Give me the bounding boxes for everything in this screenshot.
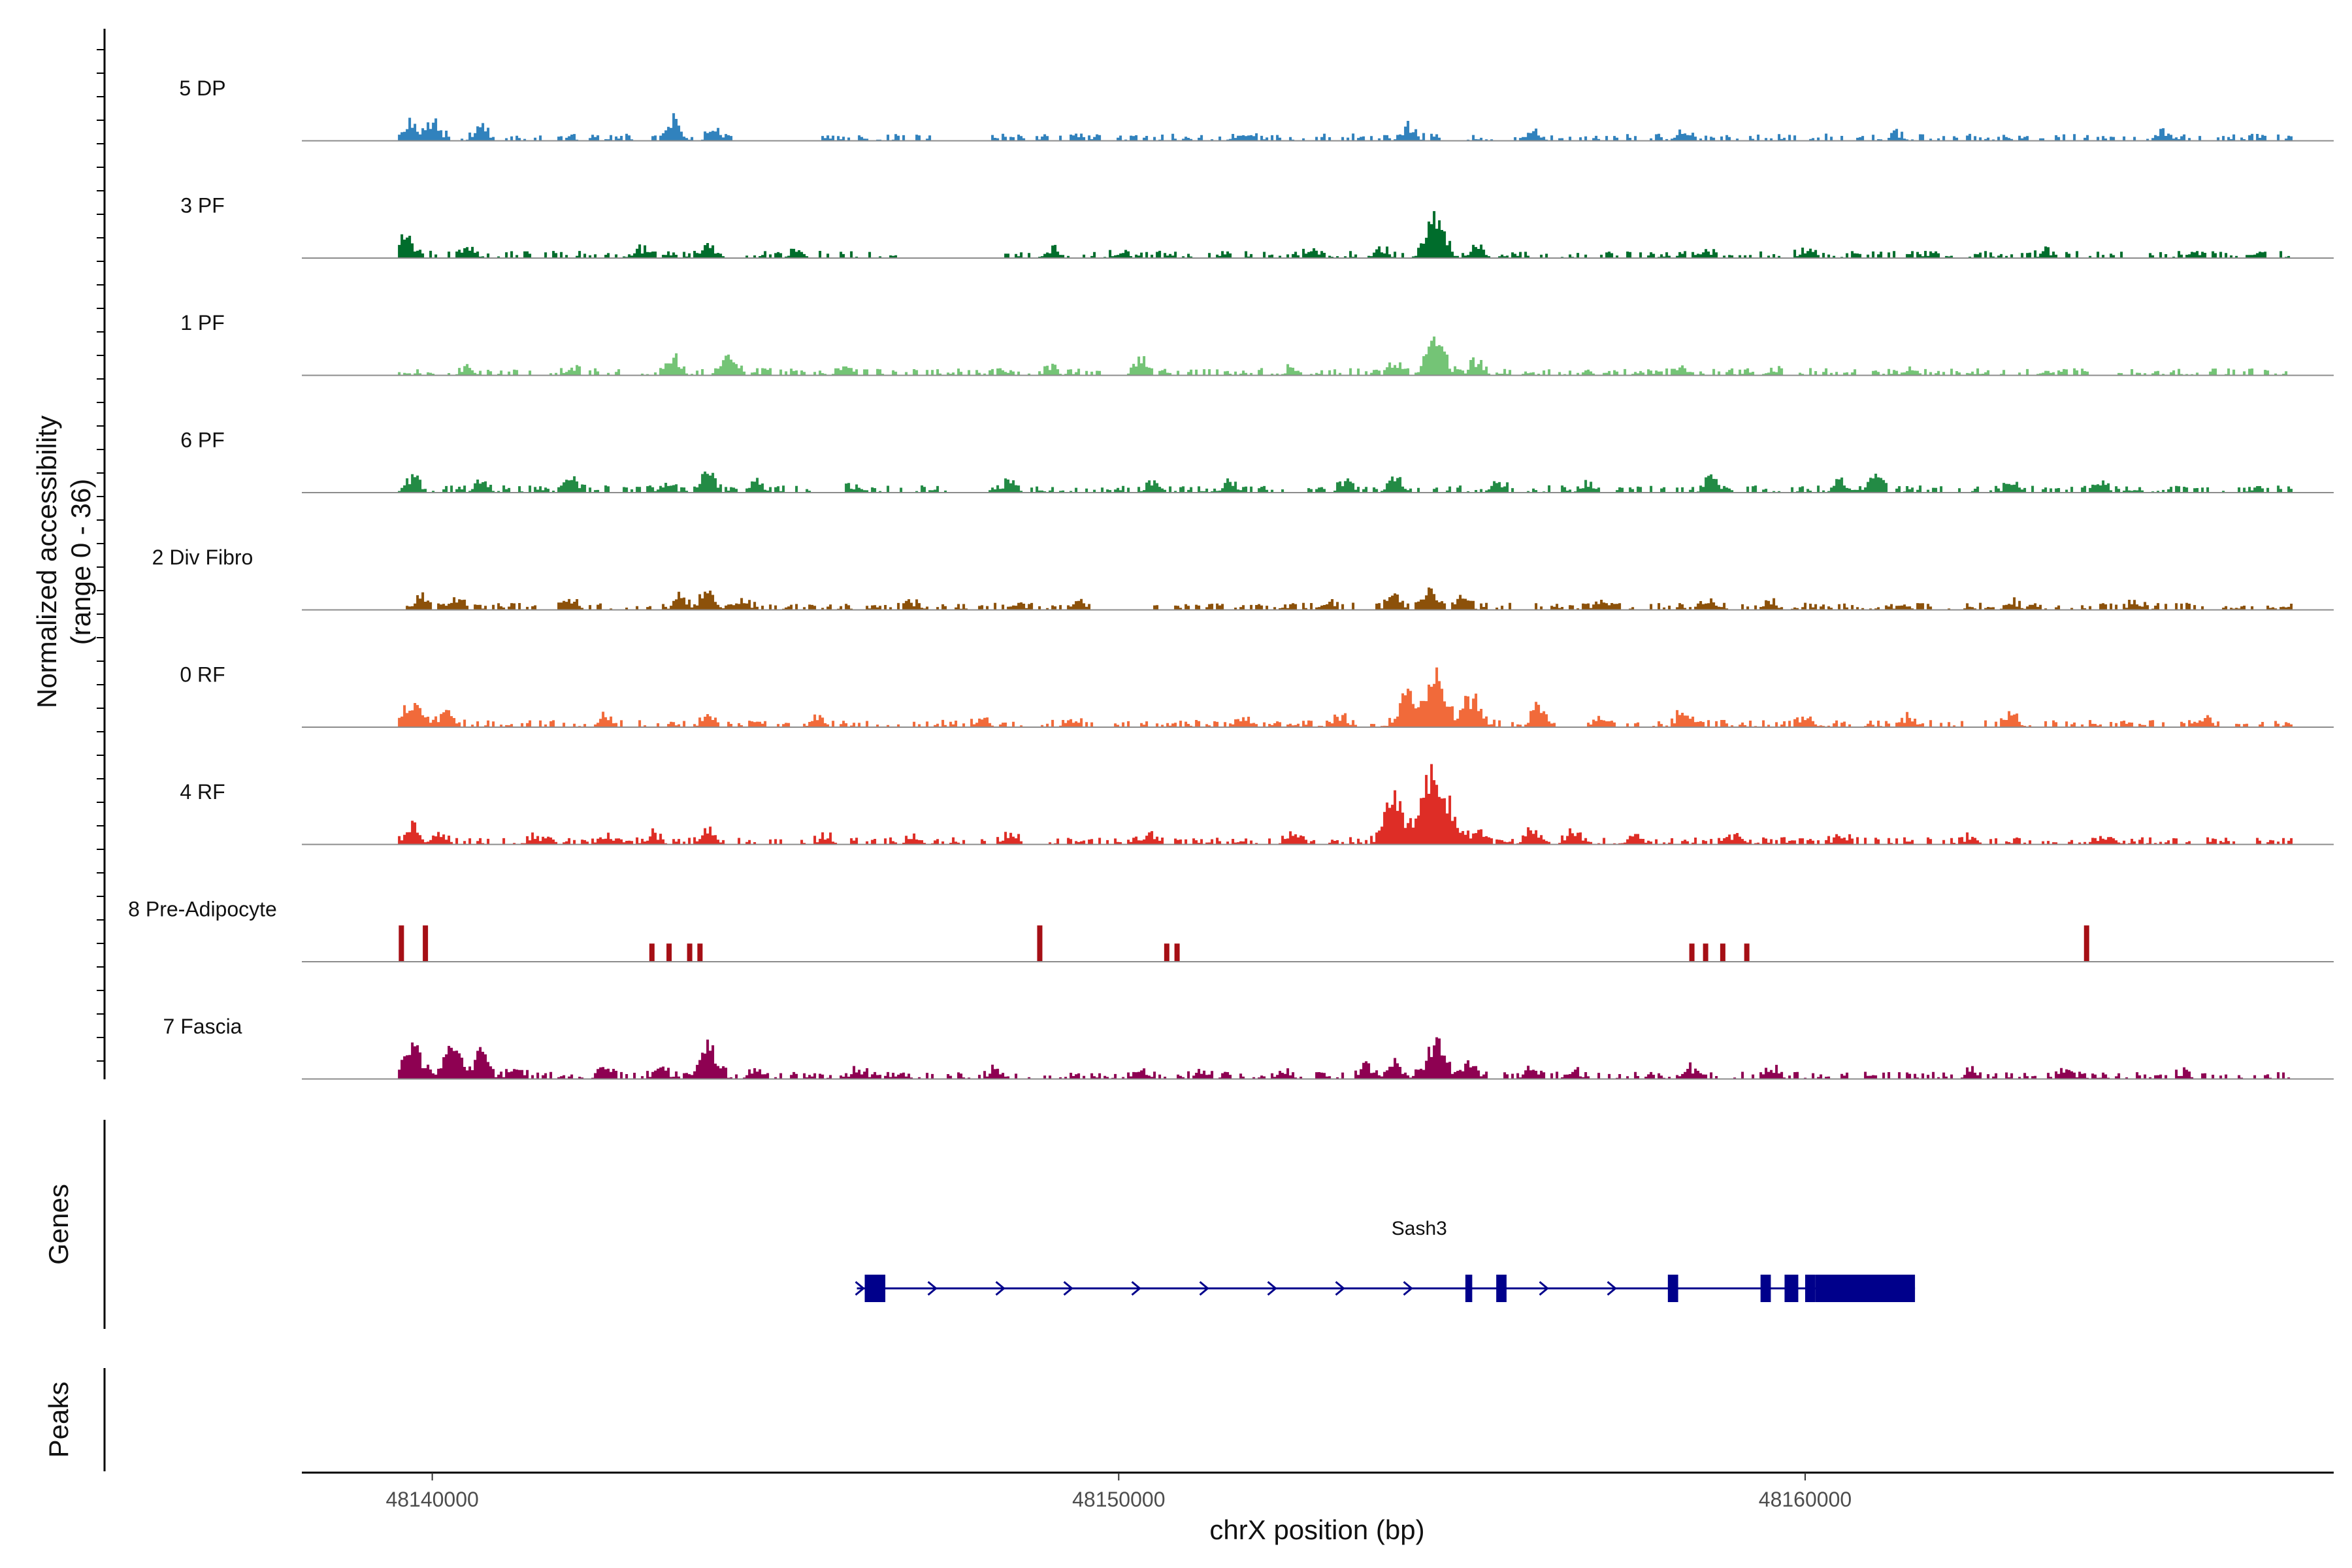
- x-tick-label: 48160000: [1759, 1488, 1852, 1511]
- strand-arrow: [1539, 1281, 1549, 1296]
- coverage-bar: [2083, 925, 2089, 962]
- coverage-bar: [1703, 943, 1708, 962]
- track-6-pf: 6 PF: [180, 429, 2334, 493]
- strand-arrow: [1607, 1281, 1617, 1296]
- coverage-bar: [649, 943, 655, 962]
- coverage-area: [398, 587, 2293, 610]
- coverage-bar: [423, 925, 429, 962]
- track-label: 5 DP: [179, 76, 225, 100]
- coverage-bar: [1174, 943, 1180, 962]
- track-8-pre-adipocyte: 8 Pre-Adipocyte: [128, 898, 2334, 962]
- coverage-area: [398, 1037, 2293, 1079]
- gene-exon: [1465, 1275, 1473, 1302]
- track-1-pf: 1 PF: [180, 311, 2334, 376]
- track-5-dp: 5 DP: [179, 76, 2334, 142]
- track-label: 1 PF: [180, 311, 225, 335]
- gene-exon: [1815, 1275, 1916, 1302]
- coverage-bar: [666, 943, 672, 962]
- y-axis-ticks: [97, 49, 105, 1062]
- x-axis-ticks: 48140000 48150000 48160000: [385, 1473, 1852, 1511]
- track-label: 7 Fascia: [163, 1015, 242, 1038]
- strand-arrow: [1199, 1281, 1209, 1296]
- gene-exon: [1784, 1275, 1799, 1302]
- coverage-area: [398, 667, 2293, 727]
- strand-arrow: [927, 1281, 938, 1296]
- y-axis-title-line2: (range 0 - 36): [65, 479, 96, 645]
- coverage-area: [398, 211, 2293, 258]
- coverage-area: [398, 336, 2293, 376]
- strand-arrow: [995, 1281, 1005, 1296]
- x-tick-label: 48140000: [385, 1488, 478, 1511]
- coverage-bar: [1037, 925, 1043, 962]
- y-axis-title: Normalized accessibility (range 0 - 36): [31, 416, 96, 708]
- coverage-bar: [697, 943, 703, 962]
- coverage-bar: [1720, 943, 1725, 962]
- gene-exon: [1760, 1275, 1771, 1302]
- coverage-area: [398, 471, 2293, 493]
- strand-arrow: [1335, 1281, 1345, 1296]
- track-7-fascia: 7 Fascia: [163, 1015, 2334, 1080]
- peaks-panel-title: Peaks: [43, 1382, 74, 1458]
- track-label: 4 RF: [180, 780, 225, 804]
- genes-panel-title: Genes: [43, 1184, 74, 1265]
- gene-track: Sash3: [855, 1218, 1916, 1302]
- strand-arrow: [1267, 1281, 1277, 1296]
- track-label: 2 Div Fibro: [152, 546, 253, 569]
- coverage-bar: [687, 943, 693, 962]
- track-label: 8 Pre-Adipocyte: [128, 898, 277, 921]
- track-3-pf: 3 PF: [180, 194, 2334, 259]
- y-axis-title-line1: Normalized accessibility: [31, 416, 62, 708]
- gene-exon: [1805, 1275, 1816, 1302]
- coverage-area: [398, 764, 2293, 845]
- coverage-bar: [1164, 943, 1169, 962]
- coverage-bar: [1744, 943, 1750, 962]
- coverage-bar: [399, 925, 404, 962]
- strand-arrow: [1063, 1281, 1073, 1296]
- track-label: 6 PF: [180, 429, 225, 452]
- strand-arrow: [855, 1281, 865, 1296]
- gene-exon: [1496, 1275, 1507, 1302]
- track-4-rf: 4 RF: [180, 764, 2334, 845]
- gene-exon: [1667, 1275, 1678, 1302]
- gene-name-label: Sash3: [1392, 1218, 1447, 1239]
- strand-arrow: [1403, 1281, 1413, 1296]
- coverage-area: [398, 113, 2293, 141]
- coverage-bar: [1689, 943, 1695, 962]
- track-label: 3 PF: [180, 194, 225, 218]
- track-0-rf: 0 RF: [180, 663, 2334, 728]
- strand-arrow: [1131, 1281, 1141, 1296]
- coverage-tracks: 5 DP 3 PF 1 PF 6 PF 2 Div Fibro 0 RF 4 RF 8 Pre…: [128, 76, 2334, 1080]
- track-label: 0 RF: [180, 663, 225, 687]
- track-2-div-fibro: 2 Div Fibro: [152, 546, 2334, 611]
- x-axis-title: chrX position (bp): [1209, 1514, 1424, 1545]
- x-tick-label: 48150000: [1072, 1488, 1165, 1511]
- gene-exon: [864, 1275, 886, 1302]
